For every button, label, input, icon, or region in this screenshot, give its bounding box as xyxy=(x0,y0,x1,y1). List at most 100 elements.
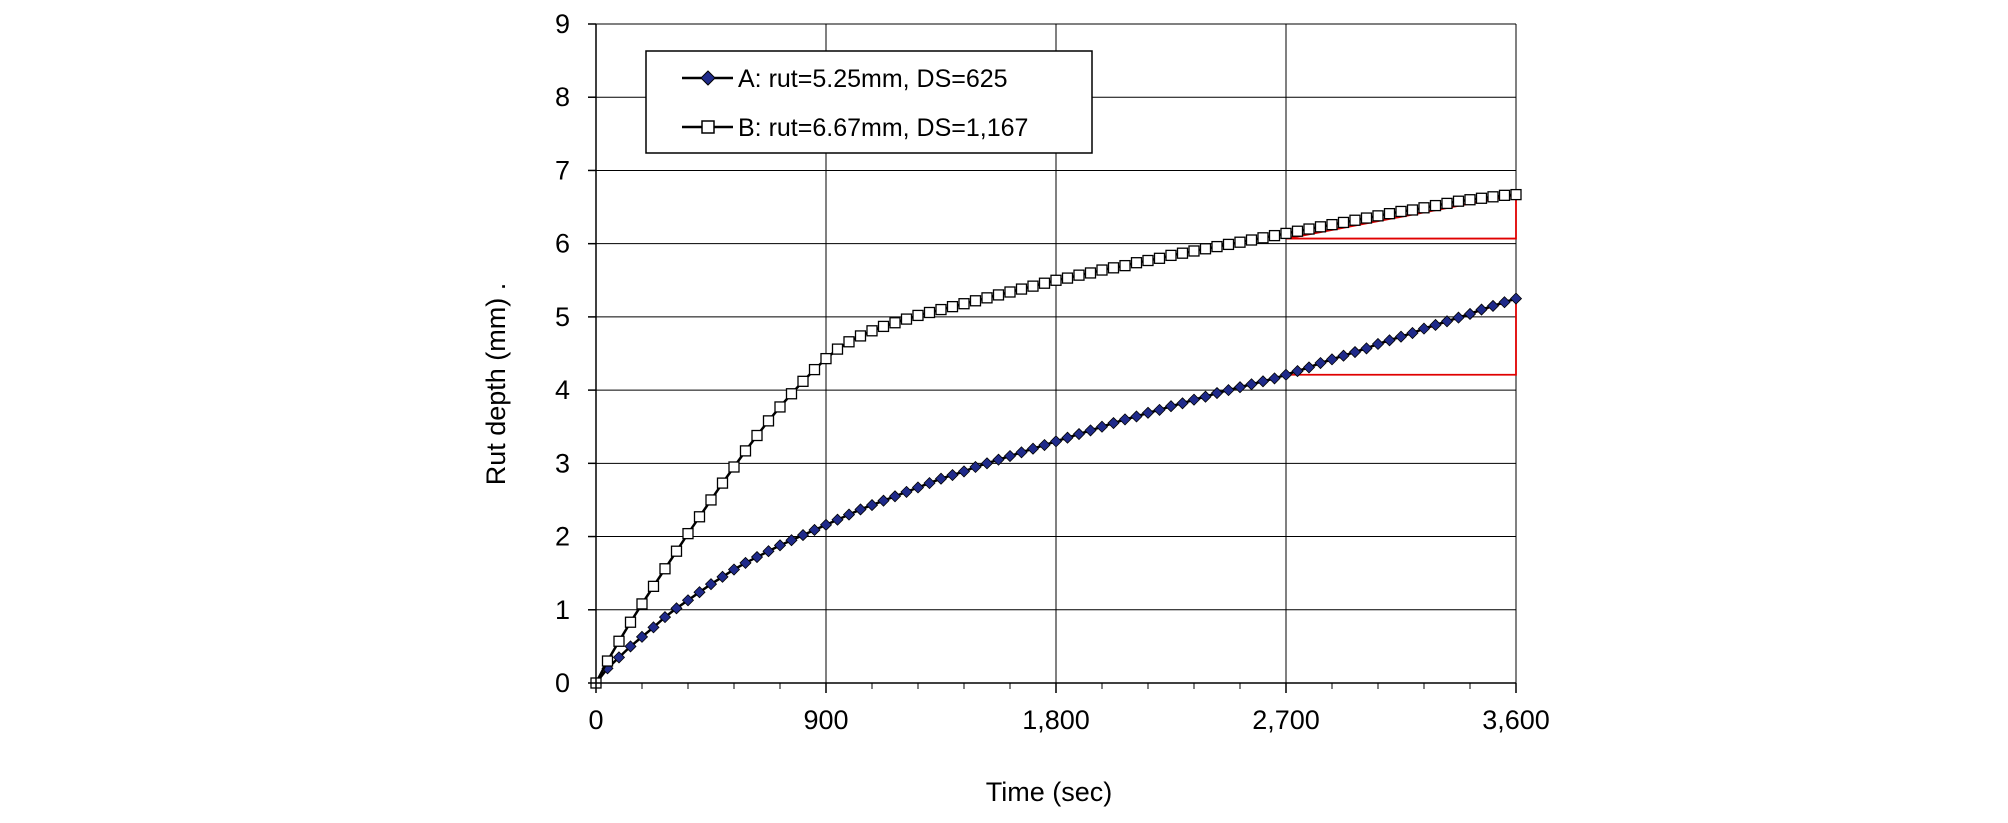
series-a-point xyxy=(1302,361,1316,374)
series-b-point xyxy=(1107,262,1120,274)
series-b-point xyxy=(1096,264,1108,276)
series-a-point xyxy=(1130,410,1143,423)
series-a-point xyxy=(1475,303,1488,316)
y-tick-label: 0 xyxy=(555,668,570,698)
series-a-point xyxy=(1360,342,1373,355)
series-a-point xyxy=(670,602,683,615)
series-b-point xyxy=(1487,191,1499,203)
series-a-point xyxy=(796,529,810,542)
y-tick-label: 3 xyxy=(555,448,570,478)
series-a-point xyxy=(658,611,672,624)
series-b-point xyxy=(1280,227,1292,240)
series-b-point xyxy=(1498,189,1511,201)
series-a-point xyxy=(1509,292,1523,305)
series-a-point xyxy=(1325,353,1339,366)
series-a-point xyxy=(1463,307,1477,321)
series-a-point xyxy=(911,481,925,494)
series-b-point xyxy=(1303,223,1315,235)
series-a-point xyxy=(1348,345,1362,359)
series-b-point xyxy=(751,429,763,442)
series-b-point xyxy=(774,401,786,413)
series-a-point xyxy=(1153,403,1166,416)
series-a-point xyxy=(1095,420,1109,433)
series-a-point xyxy=(969,460,982,474)
series-b-point xyxy=(647,580,660,592)
x-tick-label: 2,700 xyxy=(1252,705,1320,735)
x-tick-label: 0 xyxy=(588,705,603,735)
x-tick-label: 1,800 xyxy=(1022,705,1090,735)
series-b-point xyxy=(785,388,798,400)
series-b-point xyxy=(762,415,775,427)
series-a-point xyxy=(635,630,649,643)
series-b-point xyxy=(670,545,683,557)
series-b-point xyxy=(1211,240,1223,253)
series-b-point xyxy=(1383,207,1396,220)
slope-triangle-a xyxy=(1286,298,1517,376)
series-a-point xyxy=(1049,435,1063,448)
series-a-point xyxy=(1498,296,1511,309)
series-b-point xyxy=(1073,269,1085,281)
series-a-point xyxy=(1141,406,1155,419)
series-b-point xyxy=(601,655,614,667)
series-a-point xyxy=(1268,372,1281,385)
series-b-point xyxy=(1441,197,1453,210)
series-a-point xyxy=(1429,318,1442,332)
series-a-point xyxy=(1222,384,1235,397)
series-a-point xyxy=(831,513,844,526)
series-b-point xyxy=(820,352,832,365)
series-a-point xyxy=(1383,334,1396,347)
series-a-point xyxy=(647,621,660,634)
series-b-point xyxy=(1406,204,1419,216)
series-b-point xyxy=(808,363,821,376)
legend-label-b: B: rut=6.67mm, DS=1,167 xyxy=(738,114,1028,142)
series-a-point xyxy=(1164,400,1178,413)
series-b-point xyxy=(1337,216,1350,229)
y-axis-title: Rut depth (mm) . xyxy=(481,283,511,486)
series-b-point xyxy=(1510,188,1522,201)
series-b-point xyxy=(935,303,947,316)
series-b-point xyxy=(1165,249,1177,262)
series-a-point xyxy=(1245,378,1258,391)
series-a-point xyxy=(1210,386,1224,400)
series-a-point xyxy=(773,539,787,552)
series-b-point xyxy=(1245,234,1258,246)
series-b-point xyxy=(659,563,671,575)
legend-marker-b xyxy=(701,120,715,134)
label-layer: 0 1 2 3 4 5 6 7 8 9 0 900 1,800 2,700 3,600 xyxy=(555,9,1550,735)
series-b-point xyxy=(1268,229,1281,242)
series-a-point xyxy=(624,640,637,653)
series-b-point xyxy=(1222,238,1235,251)
series-b-point xyxy=(1475,192,1488,204)
series-b-point xyxy=(1142,254,1154,267)
series-a-point xyxy=(865,499,879,512)
series-a-point xyxy=(842,508,856,521)
series-b-point xyxy=(1188,245,1200,257)
series-a-point xyxy=(1452,311,1465,324)
series-b-point xyxy=(946,300,959,313)
series-b-point xyxy=(1395,205,1407,218)
series-b-point xyxy=(1291,225,1304,237)
series-a-point xyxy=(1394,330,1408,343)
series-a-point xyxy=(992,453,1005,466)
series-b-point xyxy=(969,295,982,307)
series-b-point xyxy=(854,330,867,342)
series-b-point xyxy=(1452,195,1465,207)
series-a-point xyxy=(1371,337,1385,351)
series-b-point xyxy=(900,313,913,325)
series-b-point xyxy=(1464,194,1476,206)
series-b-point xyxy=(992,289,1005,301)
series-a xyxy=(589,292,1523,690)
series-b-point xyxy=(1130,257,1143,269)
series-a-point xyxy=(1440,315,1454,328)
series-b-point xyxy=(739,445,752,457)
series-a-point xyxy=(1026,442,1040,455)
series-b-point xyxy=(923,306,936,319)
series-b-point xyxy=(1360,212,1373,224)
series-a-point xyxy=(900,485,913,498)
series-a-point xyxy=(1072,427,1086,441)
series-b-point xyxy=(889,317,901,329)
series-b-point xyxy=(1119,259,1131,272)
series-a-point xyxy=(762,545,775,558)
series-a-point xyxy=(693,586,706,599)
